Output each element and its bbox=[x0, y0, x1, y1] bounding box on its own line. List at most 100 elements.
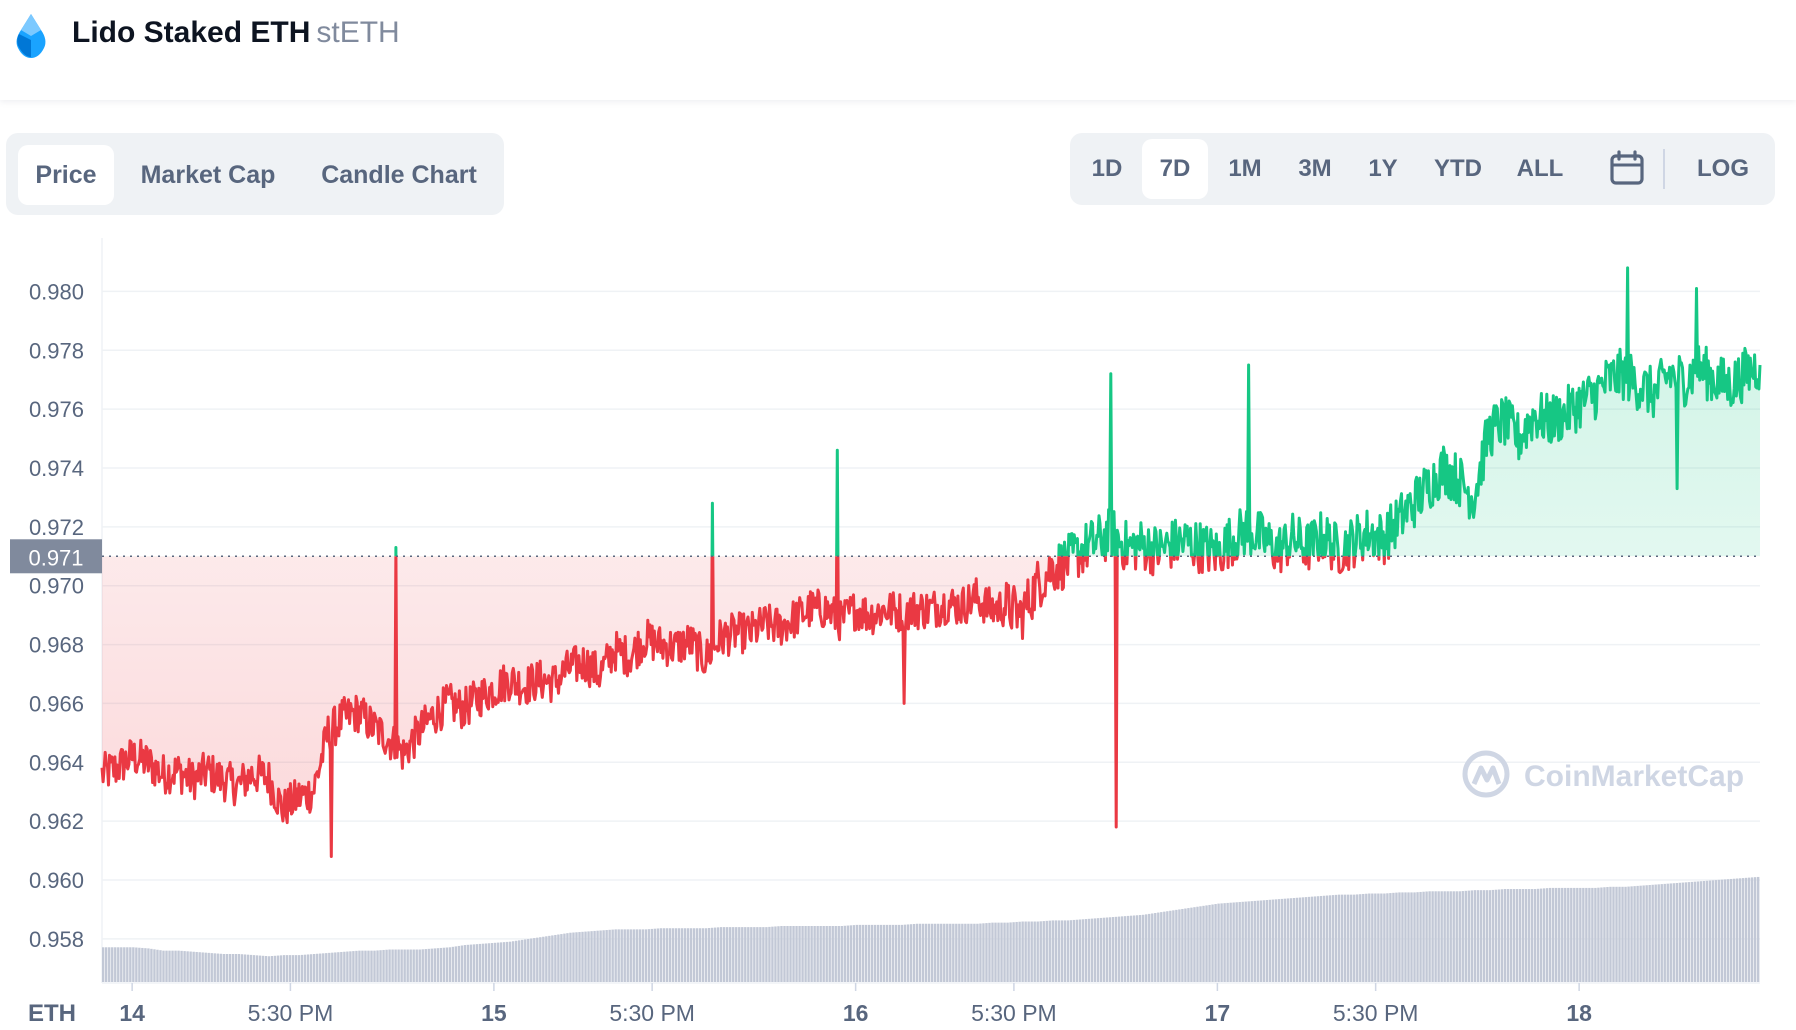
volume-bar bbox=[713, 927, 717, 982]
volume-bar bbox=[1045, 920, 1048, 982]
volume-bar bbox=[1512, 889, 1516, 982]
volume-bar bbox=[490, 943, 494, 982]
tab-market-cap[interactable]: Market Cap bbox=[140, 161, 276, 189]
volume-bar bbox=[997, 922, 1000, 982]
range-1m[interactable]: 1M bbox=[1228, 155, 1262, 182]
volume-bar bbox=[1220, 903, 1223, 982]
volume-bar bbox=[1446, 891, 1449, 982]
volume-bar bbox=[1585, 887, 1588, 982]
range-ytd[interactable]: YTD bbox=[1434, 155, 1482, 182]
volume-bar bbox=[349, 951, 352, 982]
volume-bar bbox=[1166, 911, 1169, 982]
coin-symbol: stETH bbox=[316, 16, 400, 49]
volume-bar bbox=[1383, 893, 1386, 982]
range-3m[interactable]: 3M bbox=[1298, 155, 1332, 182]
volume-bar bbox=[629, 929, 632, 982]
reference-price-line: 0.971 bbox=[10, 539, 1760, 574]
volume-bar bbox=[186, 951, 189, 982]
volume-bar bbox=[1413, 892, 1416, 982]
volume-bar bbox=[1148, 913, 1151, 982]
volume-bar bbox=[1624, 886, 1627, 982]
volume-bar bbox=[1612, 886, 1615, 982]
volume-bar bbox=[611, 929, 614, 982]
tab-price[interactable]: Price bbox=[18, 145, 114, 205]
volume-bar bbox=[524, 939, 527, 982]
y-tick-label: 0.960 bbox=[29, 868, 84, 893]
volume-bar bbox=[424, 949, 427, 982]
y-tick-label: 0.972 bbox=[29, 515, 84, 540]
volume-bar bbox=[102, 947, 105, 982]
volume-bar bbox=[325, 953, 328, 982]
volume-bar bbox=[632, 929, 635, 982]
range-1y[interactable]: 1Y bbox=[1368, 155, 1398, 182]
volume-bar bbox=[1024, 921, 1027, 982]
volume-bar bbox=[225, 954, 228, 982]
baseline-label-box bbox=[10, 539, 102, 574]
volume-bar bbox=[1567, 887, 1570, 982]
volume-bar bbox=[1154, 913, 1157, 982]
volume-bar bbox=[1042, 921, 1045, 982]
volume-bar bbox=[1030, 921, 1033, 982]
volume-bar bbox=[716, 927, 720, 982]
volume-bar bbox=[596, 930, 599, 982]
price-line bbox=[100, 266, 1762, 858]
volume-bar bbox=[1690, 881, 1694, 982]
volume-bar bbox=[985, 923, 988, 982]
volume-bar bbox=[683, 928, 687, 982]
volume-bar bbox=[1573, 887, 1576, 982]
volume-bar bbox=[1117, 916, 1121, 982]
volume-bar bbox=[551, 935, 554, 982]
volume-bar bbox=[1693, 881, 1697, 982]
volume-bar bbox=[656, 928, 660, 982]
range-7d[interactable]: 7D bbox=[1142, 139, 1208, 199]
volume-bar bbox=[111, 947, 114, 982]
volume-bar bbox=[174, 950, 177, 982]
volume-bar bbox=[1425, 891, 1428, 982]
volume-bar bbox=[445, 947, 449, 982]
volume-bar bbox=[189, 951, 192, 982]
calendar-icon[interactable] bbox=[1605, 147, 1649, 191]
volume-bar bbox=[1386, 893, 1389, 982]
tab-candle-chart[interactable]: Candle Chart bbox=[321, 161, 477, 189]
volume-bar bbox=[1235, 902, 1238, 982]
volume-bar bbox=[831, 926, 834, 982]
volume-bar bbox=[692, 928, 696, 982]
volume-bar bbox=[150, 948, 153, 982]
y-tick-label: 0.980 bbox=[29, 279, 84, 304]
volume-bar bbox=[1347, 894, 1350, 982]
volume-bar bbox=[837, 926, 840, 982]
volume-bar bbox=[120, 947, 123, 982]
volume-bar bbox=[135, 947, 138, 982]
log-scale-toggle[interactable]: LOG bbox=[1697, 155, 1749, 182]
volume-bar bbox=[843, 925, 846, 982]
volume-bar bbox=[1741, 878, 1745, 982]
volume-bar bbox=[153, 949, 156, 982]
volume-bar bbox=[888, 924, 892, 982]
range-1d[interactable]: 1D bbox=[1091, 155, 1123, 182]
volume-bar bbox=[346, 951, 349, 982]
volume-bar bbox=[1256, 900, 1259, 982]
volume-bar bbox=[1431, 891, 1434, 982]
volume-bar bbox=[1536, 888, 1540, 982]
volume-bar bbox=[659, 928, 663, 982]
volume-bar bbox=[937, 923, 940, 982]
range-all[interactable]: ALL bbox=[1516, 155, 1564, 182]
volume-bar bbox=[436, 948, 440, 982]
volume-bar bbox=[1669, 883, 1672, 982]
volume-bar bbox=[1371, 893, 1374, 982]
volume-bar bbox=[288, 955, 292, 982]
volume-bar bbox=[1503, 889, 1507, 982]
volume-bar bbox=[505, 941, 509, 982]
y-tick-label: 0.978 bbox=[29, 338, 84, 363]
volume-bar bbox=[1702, 880, 1706, 982]
volume-bar bbox=[726, 927, 729, 982]
volume-bar bbox=[141, 947, 144, 982]
volume-bar bbox=[765, 927, 768, 982]
range-separator bbox=[1663, 149, 1665, 189]
volume-bar bbox=[934, 923, 937, 982]
volume-bar bbox=[759, 927, 762, 982]
volume-bar bbox=[361, 950, 364, 982]
volume-bar bbox=[623, 929, 626, 982]
volume-bar bbox=[1488, 890, 1492, 982]
